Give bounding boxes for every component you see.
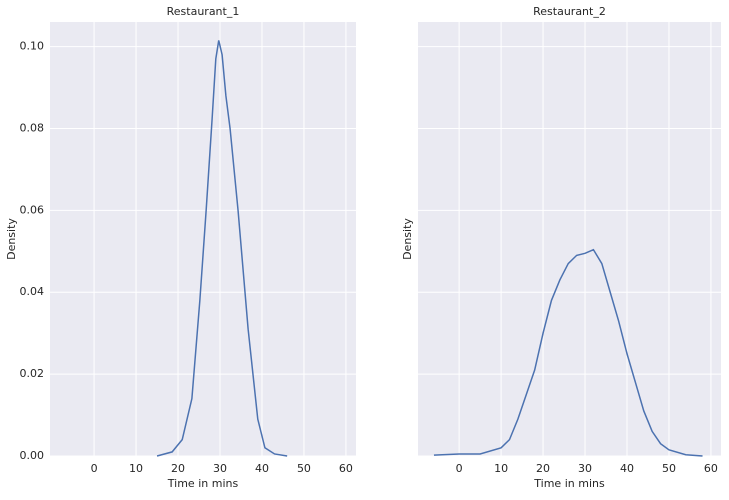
x-tick-label: 30 [213,462,227,475]
x-tick-label: 10 [494,462,508,475]
y-tick-label: 0.00 [20,449,45,462]
x-tick-label: 20 [536,462,550,475]
x-tick-label: 60 [339,462,353,475]
y-axis-label: Density [5,218,18,260]
y-tick-label: 0.02 [20,367,45,380]
density-line [156,40,288,457]
y-tick-label: 0.08 [20,121,45,134]
chart-title: Restaurant_2 [533,5,606,18]
plot-area [418,22,721,456]
y-axis-label: Density [401,218,414,260]
x-tick-label: 30 [578,462,592,475]
x-axis-label: Time in mins [533,477,605,490]
plot-area [50,22,356,456]
y-tick-label: 0.04 [20,285,45,298]
y-tick-label: 0.06 [20,203,45,216]
x-tick-label: 60 [704,462,718,475]
x-tick-label: 50 [297,462,311,475]
x-tick-label: 10 [129,462,143,475]
x-tick-label: 40 [255,462,269,475]
x-tick-label: 0 [91,462,98,475]
density-line [433,248,703,457]
x-tick-label: 50 [662,462,676,475]
y-tick-label: 0.10 [20,40,45,53]
x-tick-label: 20 [171,462,185,475]
x-axis-label: Time in mins [167,477,239,490]
chart-title: Restaurant_1 [167,5,240,18]
x-tick-label: 0 [456,462,463,475]
x-tick-label: 40 [620,462,634,475]
